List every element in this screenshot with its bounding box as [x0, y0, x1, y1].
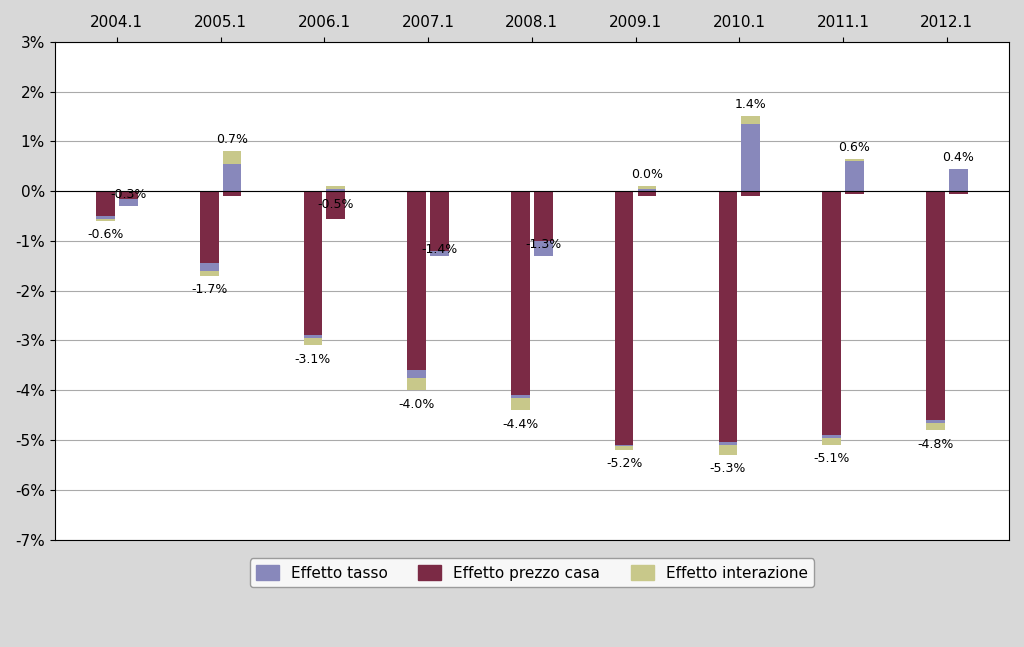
Bar — [408, 370, 426, 378]
Bar — [96, 216, 115, 219]
Text: 0.7%: 0.7% — [216, 133, 248, 146]
Bar — [741, 116, 760, 124]
Bar — [614, 446, 634, 450]
Text: -1.4%: -1.4% — [421, 243, 458, 256]
Bar — [511, 398, 529, 410]
Bar — [822, 191, 841, 435]
Bar — [408, 191, 426, 370]
Bar — [430, 251, 449, 256]
Bar — [200, 270, 218, 276]
Bar — [845, 161, 864, 191]
Bar — [845, 191, 864, 193]
Bar — [200, 263, 218, 270]
Bar — [408, 378, 426, 390]
Text: -0.3%: -0.3% — [110, 188, 146, 201]
Bar — [949, 169, 968, 191]
Text: 0.4%: 0.4% — [942, 151, 974, 164]
Bar — [845, 159, 864, 161]
Bar — [430, 191, 449, 251]
Text: -5.3%: -5.3% — [710, 463, 746, 476]
Bar — [119, 199, 137, 206]
Text: 0.6%: 0.6% — [839, 141, 870, 154]
Bar — [638, 191, 656, 196]
Bar — [327, 189, 345, 191]
Text: -4.0%: -4.0% — [398, 398, 435, 411]
Bar — [719, 445, 737, 455]
Bar — [614, 191, 634, 445]
Text: -1.3%: -1.3% — [525, 238, 561, 251]
Bar — [926, 420, 945, 422]
Bar — [96, 191, 115, 216]
Bar — [822, 437, 841, 445]
Bar — [327, 191, 345, 219]
Legend: Effetto tasso, Effetto prezzo casa, Effetto interazione: Effetto tasso, Effetto prezzo casa, Effe… — [250, 558, 814, 587]
Text: 1.4%: 1.4% — [735, 98, 767, 111]
Bar — [719, 191, 737, 443]
Bar — [200, 191, 218, 263]
Text: -0.5%: -0.5% — [317, 198, 354, 211]
Bar — [638, 186, 656, 189]
Bar — [949, 191, 968, 193]
Bar — [534, 241, 553, 256]
Bar — [327, 186, 345, 189]
Bar — [534, 191, 553, 241]
Bar — [96, 219, 115, 221]
Text: -1.7%: -1.7% — [191, 283, 227, 296]
Text: -4.8%: -4.8% — [918, 437, 953, 450]
Bar — [222, 164, 242, 191]
Text: 0.0%: 0.0% — [631, 168, 663, 181]
Text: -0.6%: -0.6% — [87, 228, 124, 241]
Bar — [822, 435, 841, 437]
Text: -3.1%: -3.1% — [295, 353, 331, 366]
Bar — [511, 191, 529, 395]
Text: -5.1%: -5.1% — [813, 452, 850, 465]
Bar — [741, 191, 760, 196]
Bar — [303, 338, 323, 345]
Bar — [719, 443, 737, 445]
Bar — [222, 191, 242, 196]
Text: -5.2%: -5.2% — [606, 457, 642, 470]
Bar — [638, 189, 656, 191]
Bar — [511, 395, 529, 398]
Bar — [303, 336, 323, 338]
Bar — [926, 422, 945, 430]
Bar — [926, 191, 945, 420]
Text: -4.4%: -4.4% — [502, 417, 539, 431]
Bar — [222, 151, 242, 164]
Bar — [614, 445, 634, 446]
Bar — [303, 191, 323, 336]
Bar — [119, 191, 137, 199]
Bar — [741, 124, 760, 191]
